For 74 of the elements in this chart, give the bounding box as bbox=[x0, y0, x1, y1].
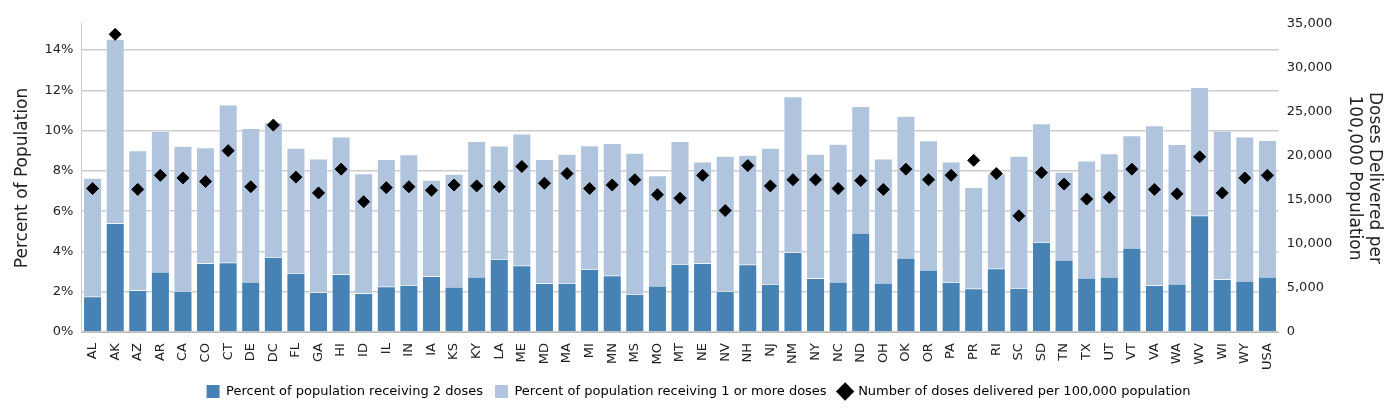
y-axis-title: Percent of Population bbox=[10, 87, 31, 269]
x-tick-label: GA bbox=[309, 342, 325, 363]
x-tick-label: NH bbox=[739, 343, 755, 363]
y2-tick-label: 0 bbox=[1286, 323, 1295, 339]
x-tick-label: ND bbox=[852, 343, 868, 363]
y-tick-label: 8% bbox=[52, 162, 74, 178]
x-tick-label: WA bbox=[1168, 343, 1184, 365]
x-tick-label: CT bbox=[219, 343, 235, 361]
x-tick-label: CO bbox=[196, 343, 212, 363]
x-tick-label: USA bbox=[1258, 343, 1274, 370]
x-tick-label: MO bbox=[648, 343, 664, 365]
x-tick-label: HI bbox=[332, 343, 348, 357]
x-tick-label: OK bbox=[897, 342, 913, 362]
x-tick-label: IL bbox=[377, 342, 393, 355]
x-tick-label: RI bbox=[987, 343, 1003, 356]
y2-tick-label: 25,000 bbox=[1286, 103, 1333, 119]
x-tick-label: OR bbox=[919, 343, 935, 363]
y-tick-label: 14% bbox=[44, 41, 74, 57]
x-tick-label: NE bbox=[693, 343, 709, 362]
x-tick-label: KS bbox=[445, 343, 461, 360]
x-tick-label: MD bbox=[535, 343, 551, 365]
x-tick-label: AK bbox=[106, 342, 122, 361]
x-tick-label: FL bbox=[287, 342, 303, 358]
x-tick-label: ID bbox=[355, 343, 371, 357]
x-tick-label: AR bbox=[151, 343, 167, 362]
y-tick-label: 10% bbox=[44, 121, 74, 137]
x-tick-label: LA bbox=[490, 343, 506, 360]
x-tick-label: VA bbox=[1145, 343, 1161, 361]
x-tick-label: TX bbox=[1078, 343, 1094, 361]
x-tick-label: AZ bbox=[129, 343, 145, 361]
x-tick-label: ME bbox=[513, 343, 529, 363]
y-tick-label: 2% bbox=[52, 283, 74, 299]
x-tick-label: PA bbox=[942, 343, 958, 359]
x-tick-label: WY bbox=[1236, 343, 1252, 364]
x-tick-label: DC bbox=[264, 343, 280, 363]
legend-label: Number of doses delivered per 100,000 population bbox=[858, 382, 1191, 398]
x-tick-label: IA bbox=[422, 343, 438, 356]
x-tick-label: MI bbox=[581, 343, 597, 359]
x-tick-label: NJ bbox=[761, 343, 777, 357]
x-tick-label: AL bbox=[83, 342, 99, 360]
y2-tick-label: 10,000 bbox=[1286, 235, 1333, 251]
x-tick-label: MA bbox=[558, 342, 574, 364]
y-tick-label: 12% bbox=[44, 81, 74, 97]
y2-tick-label: 20,000 bbox=[1286, 147, 1333, 163]
legend-label: Percent of population receiving 1 or more doses bbox=[514, 382, 827, 398]
x-tick-label: WI bbox=[1213, 343, 1229, 360]
x-tick-label: WV bbox=[1191, 342, 1207, 365]
x-tick-label: MT bbox=[671, 343, 687, 363]
y2-tick-label: 35,000 bbox=[1286, 15, 1333, 31]
x-tick-label: SD bbox=[1032, 343, 1048, 362]
x-tick-label: UT bbox=[1100, 343, 1116, 361]
y2-axis-title: Doses Delivered per 100,000 Population bbox=[1345, 91, 1387, 264]
y2-tick-label: 5,000 bbox=[1286, 279, 1324, 295]
x-tick-label: MN bbox=[603, 343, 619, 365]
x-tick-label: IN bbox=[400, 343, 416, 357]
x-tick-label: NV bbox=[716, 343, 732, 362]
x-tick-label: VT bbox=[1123, 343, 1139, 360]
x-tick-label: NY bbox=[806, 343, 822, 361]
y-tick-label: 6% bbox=[52, 202, 74, 218]
x-tick-label: NC bbox=[829, 343, 845, 362]
x-tick-label: NM bbox=[784, 343, 800, 365]
x-tick-label: TN bbox=[1055, 343, 1071, 362]
y2-tick-label: 15,000 bbox=[1286, 191, 1333, 207]
x-tick-label: KY bbox=[468, 343, 484, 360]
y-tick-label: 0% bbox=[52, 323, 74, 339]
legend-label: Percent of population receiving 2 doses bbox=[226, 382, 484, 398]
x-tick-label: CA bbox=[174, 343, 190, 362]
y-tick-label: 4% bbox=[52, 242, 74, 258]
x-tick-label: PR bbox=[965, 343, 981, 360]
x-tick-label: OH bbox=[874, 343, 890, 364]
x-tick-label: SC bbox=[1010, 343, 1026, 361]
x-tick-label: MS bbox=[626, 343, 642, 363]
x-tick-label: DE bbox=[242, 343, 258, 362]
y2-tick-label: 30,000 bbox=[1286, 59, 1333, 75]
